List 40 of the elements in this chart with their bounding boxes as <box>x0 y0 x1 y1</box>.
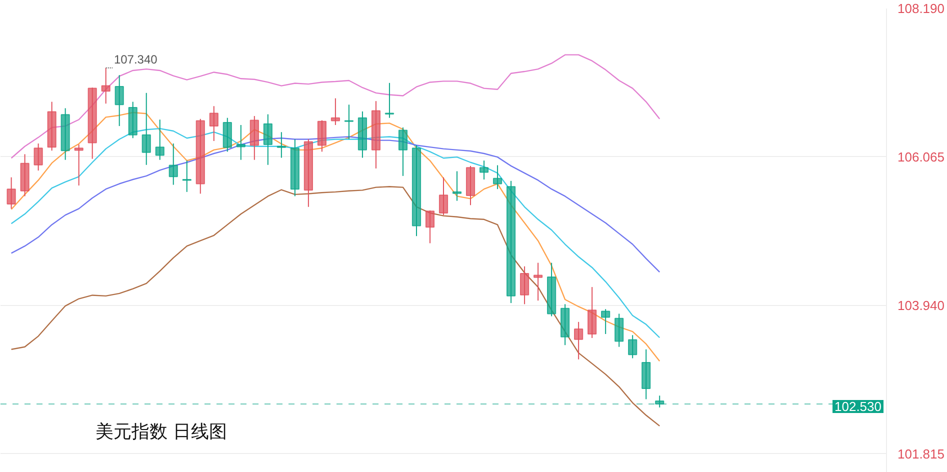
annotation: 107.340 <box>114 52 158 66</box>
candlestick <box>479 160 489 180</box>
candlestick <box>425 210 435 244</box>
candlestick <box>6 176 16 210</box>
line-series <box>10 128 660 338</box>
candlestick <box>492 164 502 190</box>
candlestick <box>344 104 354 140</box>
text: 美元指数 日线图 <box>96 422 228 442</box>
y-tick-label: 103.940 <box>898 298 944 313</box>
candlestick <box>520 266 530 305</box>
candlestick <box>155 119 164 160</box>
y-tick-label: 101.815 <box>898 446 944 462</box>
candlestick <box>114 74 124 127</box>
candlestick <box>263 114 272 166</box>
candlestick <box>452 170 462 202</box>
candlestick <box>34 143 43 172</box>
candlestick <box>614 313 624 348</box>
candlestick <box>276 132 286 158</box>
candlestick <box>384 82 394 118</box>
candlestick <box>601 308 610 334</box>
candlestick <box>317 120 326 152</box>
y-tick-label: 106.065 <box>898 149 944 164</box>
candlestick <box>236 124 246 160</box>
candlestick <box>628 334 638 359</box>
candlestick <box>74 144 84 186</box>
candlestick <box>533 262 543 302</box>
line-series <box>10 54 660 159</box>
candlestick <box>168 143 178 186</box>
ref-line-label: 102.530 <box>834 399 882 414</box>
candlestick <box>588 286 597 338</box>
candlestick <box>574 321 584 360</box>
candlestick <box>182 160 192 192</box>
line-series <box>10 112 660 362</box>
candlestick <box>655 395 664 408</box>
candlestick <box>330 98 340 126</box>
candlestick <box>398 126 408 176</box>
candlestick <box>438 176 448 216</box>
candlestick <box>142 92 151 166</box>
y-tick-label: 108.190 <box>898 1 944 16</box>
candlestick <box>209 106 218 142</box>
